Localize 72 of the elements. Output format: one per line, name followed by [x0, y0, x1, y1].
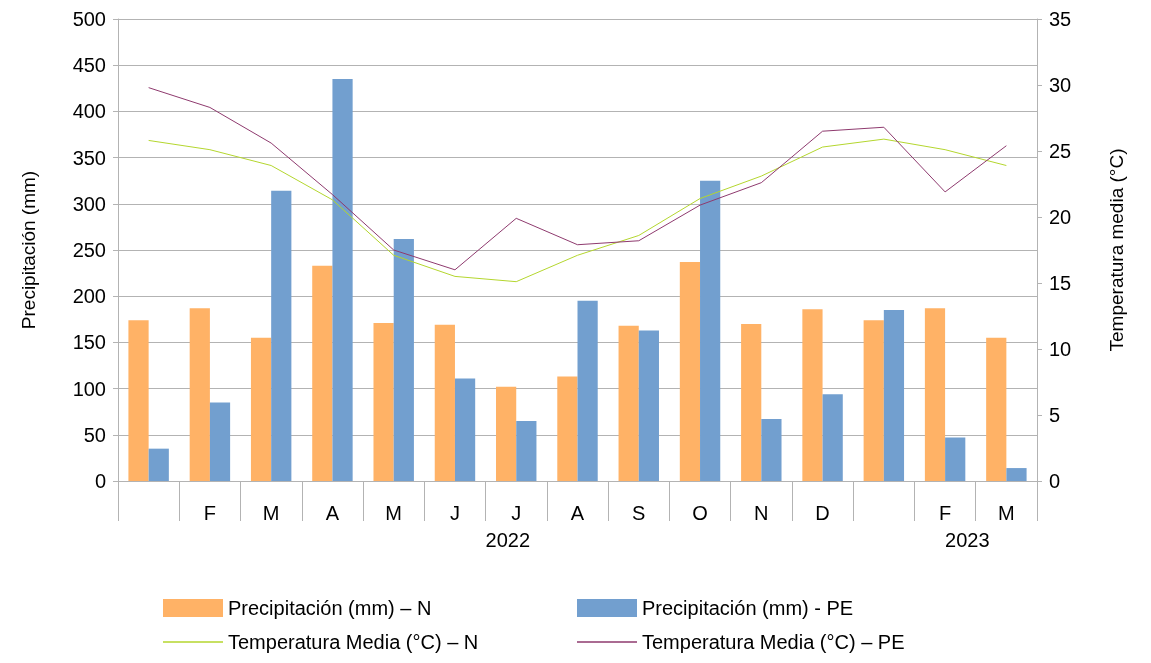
bar [945, 437, 966, 481]
y2-axis-title: Temperatura media (°C) [1106, 148, 1127, 352]
bar [1006, 468, 1027, 481]
x-tick-label: M [262, 502, 280, 524]
x-tick-label: J [449, 502, 460, 524]
y-tick-label: 250 [72, 239, 106, 261]
text: 2023 [945, 529, 990, 551]
y-tick-label: 100 [72, 377, 106, 400]
legend-label: Precipitación (mm) – N [228, 597, 432, 619]
text: 2022 [485, 529, 531, 551]
y-tick-label: 400 [72, 100, 106, 123]
x-tick-label: M [385, 502, 403, 524]
legend-label: Temperatura Media (°C) – PE [642, 631, 905, 653]
x-tick-label: N [754, 502, 769, 524]
bar [577, 300, 598, 481]
line-series [148, 87, 1007, 271]
bar [741, 323, 762, 481]
bar [373, 323, 394, 481]
bar [496, 386, 517, 481]
bar [250, 337, 272, 481]
legend-label: Precipitación (mm) - PE [642, 597, 854, 619]
bar [700, 180, 721, 481]
bar [189, 308, 210, 481]
x-tick-label: F [938, 502, 952, 524]
bar [679, 262, 701, 481]
bar [638, 330, 659, 481]
x-tick-label: A [570, 502, 585, 524]
line-series [148, 138, 1007, 283]
bar [863, 320, 884, 481]
y2-tick-label: 10 [1049, 338, 1072, 360]
y-axis-title: Precipitación (mm) [18, 170, 39, 330]
legend-label: Temperatura Media (°C) – N [228, 631, 479, 653]
bar [209, 402, 231, 481]
bar [332, 79, 353, 481]
x-tick-label: J [511, 502, 522, 524]
y2-tick-label: 25 [1049, 140, 1072, 162]
x-tick-label: A [325, 502, 340, 524]
y-tick-label: 450 [72, 54, 106, 77]
bar [557, 376, 578, 481]
bar [618, 325, 639, 481]
y2-tick-label: 5 [1049, 404, 1061, 426]
x-tick-label: F [203, 502, 217, 524]
bar [148, 448, 169, 481]
x-tick-label: D [815, 502, 830, 524]
y-tick-label: 500 [72, 8, 106, 30]
bar [761, 419, 782, 481]
x-tick-label: M [998, 502, 1015, 524]
bar [986, 337, 1007, 481]
y-tick-label: 150 [72, 331, 106, 354]
x-tick-label: O [692, 502, 708, 524]
y2-tick-label: 0 [1049, 470, 1061, 492]
bar [434, 324, 455, 481]
y-tick-label: 350 [72, 146, 106, 169]
bar [924, 308, 946, 481]
y2-tick-label: 15 [1049, 272, 1072, 294]
y-tick-label: 300 [72, 192, 106, 215]
y-tick-label: 50 [83, 423, 106, 446]
bar [802, 309, 823, 481]
bar [516, 420, 537, 481]
bar [393, 238, 414, 481]
bar [454, 378, 476, 481]
y-tick-label: 200 [72, 285, 106, 308]
y2-tick-label: 35 [1049, 8, 1072, 30]
bar [128, 320, 149, 481]
bar [271, 190, 292, 481]
x-tick-label: S [632, 502, 646, 524]
y2-tick-label: 30 [1049, 74, 1072, 96]
y2-tick-label: 20 [1049, 206, 1072, 228]
y-tick-label: 0 [94, 470, 106, 492]
bar [883, 310, 905, 481]
bar [312, 265, 333, 481]
bar [822, 394, 843, 481]
